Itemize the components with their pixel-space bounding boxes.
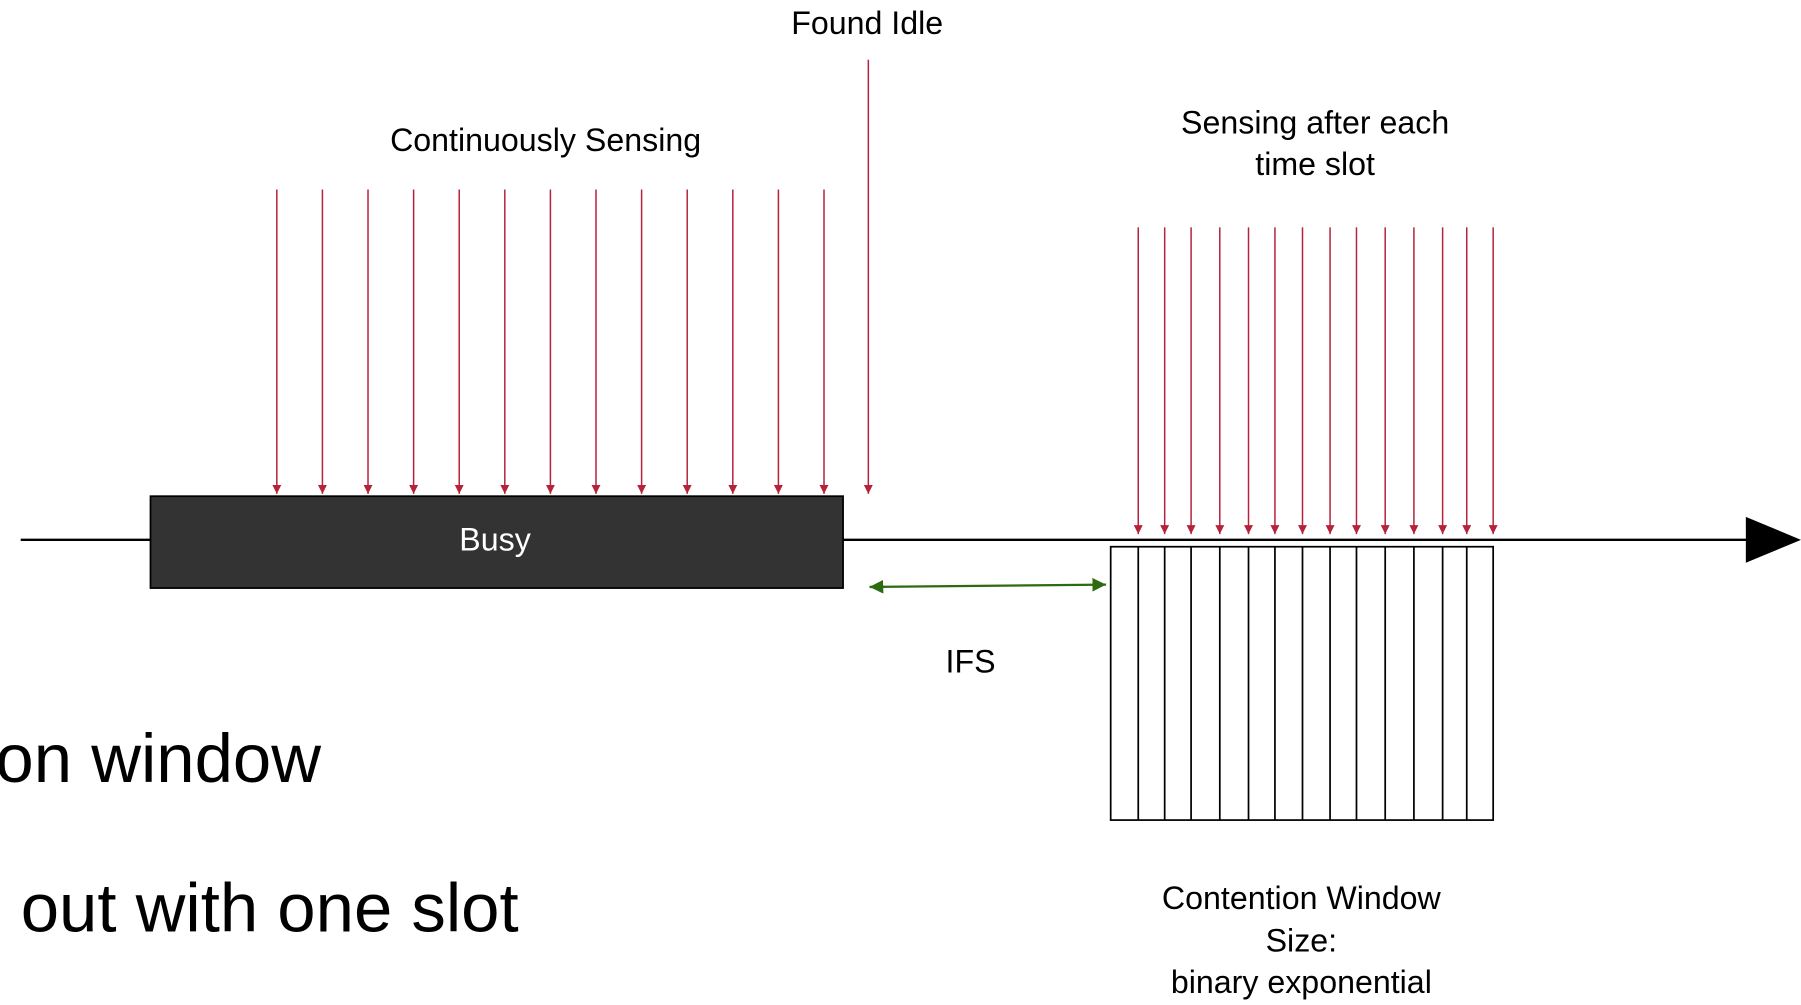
busy-block: [149, 495, 844, 589]
continuous-label: Continuously Sensing: [390, 122, 701, 158]
cw-label: Size:: [1266, 922, 1338, 958]
continuous-arrows: [272, 189, 829, 494]
sensing-label: Sensing after each: [1181, 105, 1449, 141]
sensing-label: time slot: [1255, 146, 1375, 182]
found-idle-label: Found Idle: [791, 5, 943, 41]
cw-label: binary exponential: [1171, 964, 1432, 1000]
slot-lines: [1137, 546, 1468, 821]
slide-text: on window: [0, 720, 321, 797]
slide-text: out with one slot: [21, 869, 519, 946]
axis-arrowhead: [1745, 516, 1801, 563]
ifs-label: IFS: [946, 643, 996, 679]
ifs-arrow: [869, 577, 1107, 594]
cw-label: Contention Window: [1162, 880, 1442, 916]
slot-arrows: [1133, 227, 1498, 535]
busy-label: Busy: [459, 522, 531, 558]
